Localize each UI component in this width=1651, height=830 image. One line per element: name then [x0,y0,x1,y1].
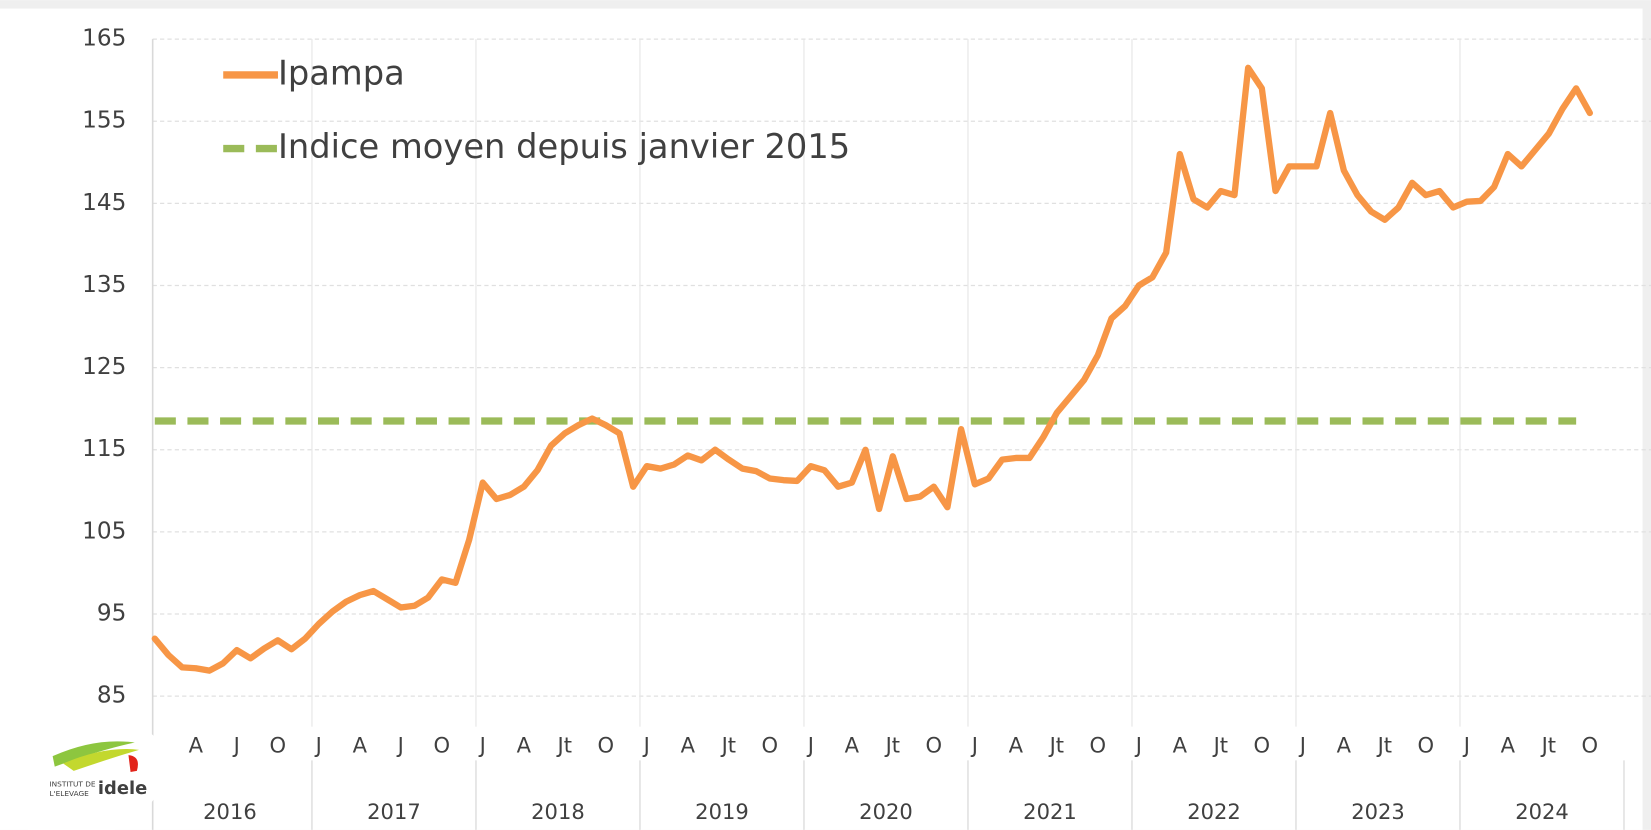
y-tick-label: 115 [82,436,126,462]
x-tick-label: Jt [1540,733,1556,758]
x-tick-label: A [1337,733,1352,758]
logo-text: INSTITUT DE [49,780,95,789]
y-tick-label: 155 [82,108,126,134]
x-tick-label: A [681,733,696,758]
legend-label: Ipampa [278,53,405,92]
year-label: 2023 [1351,799,1405,824]
y-tick-label: 85 [97,683,126,709]
x-tick-label: O [762,733,779,758]
x-tick-label: O [269,733,286,758]
legend-label: Indice moyen depuis janvier 2015 [278,127,850,166]
x-tick-label: A [517,733,532,758]
y-tick-label: 125 [82,354,126,380]
x-tick-label: J [314,733,322,758]
year-label: 2021 [1023,799,1077,824]
x-tick-label: J [970,733,978,758]
x-tick-label: J [642,733,650,758]
y-tick-label: 135 [82,272,126,298]
x-tick-label: J [396,733,404,758]
x-tick-label: J [232,733,240,758]
data-line [151,64,1593,674]
x-tick-label: Jt [720,733,736,758]
x-tick-label: J [1298,733,1306,758]
x-tick-label: Jt [884,733,900,758]
x-tick-label: Jt [556,733,572,758]
x-tick-label: A [845,733,860,758]
logo-text: L'ELEVAGE [49,789,89,798]
year-label: 2018 [531,799,585,824]
y-tick-label: 105 [82,518,126,544]
x-tick-label: O [598,733,615,758]
x-tick-label: J [806,733,814,758]
logo-swoosh [63,749,139,771]
x-tick-label: A [1173,733,1188,758]
logo: INSTITUT DE L'ELEVAGE idele [6,718,167,830]
x-tick-label: A [189,733,204,758]
x-tick-label: O [1090,733,1107,758]
x-tick-label: O [1582,733,1599,758]
x-tick-label: J [1462,733,1470,758]
x-tick-label: Jt [1212,733,1228,758]
year-label: 2024 [1515,799,1569,824]
year-label: 2019 [695,799,749,824]
y-tick-label: 95 [97,601,126,627]
y-tick-label: 145 [82,190,126,216]
x-tick-label: Jt [1048,733,1064,758]
logo-swoosh [52,741,135,767]
x-tick-label: J [478,733,486,758]
x-tick-label: A [1009,733,1024,758]
y-tick-label: 165 [82,26,126,52]
logo-badge [6,718,167,830]
logo-drop [128,755,138,772]
x-tick-label: Jt [1376,733,1392,758]
year-label: 2017 [367,799,421,824]
logo-brand: idele [98,778,147,799]
x-tick-label: O [434,733,451,758]
year-label: 2016 [203,799,257,824]
x-tick-label: J [1134,733,1142,758]
x-tick-label: O [1254,733,1271,758]
x-tick-label: O [926,733,943,758]
year-label: 2022 [1187,799,1241,824]
x-tick-label: A [353,733,368,758]
x-tick-label: O [1418,733,1435,758]
year-label: 2020 [859,799,913,824]
x-tick-label: A [1501,733,1516,758]
